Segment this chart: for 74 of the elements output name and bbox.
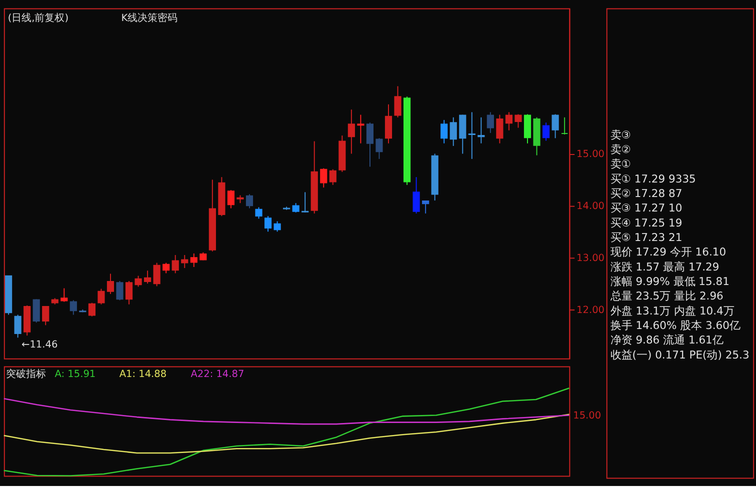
candlestick	[60, 288, 68, 302]
text: 买③ 17.27 10	[610, 202, 682, 215]
candlestick	[227, 190, 234, 209]
y-tick-label: 13.00	[576, 253, 605, 264]
candlestick	[302, 192, 309, 213]
candlestick	[292, 202, 300, 213]
candlestick	[468, 112, 476, 160]
y-tick-label: 12.00	[576, 304, 605, 316]
candlestick	[376, 138, 383, 160]
candlestick	[366, 122, 374, 168]
text: 卖③	[610, 128, 631, 142]
candlestick	[116, 280, 124, 301]
candlestick	[125, 280, 133, 305]
text: A1: 14.88	[119, 368, 167, 380]
text: 买⑤ 17.23 21	[610, 231, 682, 244]
candlestick	[357, 114, 364, 144]
candlestick	[134, 275, 142, 288]
candlestick	[505, 112, 513, 131]
chart-title: (日线,前复权)	[8, 12, 69, 24]
candlestick	[384, 104, 392, 144]
legend-title: 突破指标	[6, 368, 46, 380]
candlestick	[440, 119, 448, 144]
candlestick	[162, 262, 170, 274]
candlestick	[412, 176, 420, 214]
candlestick	[478, 116, 485, 144]
text: 净资 9.86 流通 1.61亿	[610, 334, 724, 347]
candlestick	[144, 270, 152, 284]
candlestick	[552, 114, 559, 139]
text: 换手 14.60% 股本 3.60亿	[610, 319, 740, 332]
candlestick	[274, 220, 281, 232]
candlestick	[190, 252, 198, 268]
candlestick	[496, 114, 504, 144]
candlestick	[329, 168, 336, 186]
text: 买② 17.28 87	[610, 187, 682, 200]
text: A22: 14.87	[190, 368, 244, 380]
candlestick	[524, 114, 532, 144]
text: 总量 23.5万 量比 2.96	[609, 290, 724, 303]
candlestick	[348, 109, 355, 154]
candlestick	[246, 194, 254, 209]
candlestick	[32, 298, 40, 324]
candlestick	[181, 254, 188, 269]
candlestick	[88, 302, 96, 317]
text: 收益(一) 0.171 PE(动) 25.3	[610, 348, 750, 362]
candlestick	[320, 168, 328, 188]
text: 外盘 13.1万 内盘 10.4万	[610, 304, 734, 318]
candlestick	[106, 273, 114, 294]
candlestick	[70, 300, 77, 316]
text: 卖①	[610, 158, 631, 171]
text: 现价 17.29 今开 16.10	[610, 246, 726, 259]
candlestick	[561, 116, 568, 135]
text: 卖②	[610, 143, 631, 156]
candlestick	[542, 122, 550, 142]
candlestick	[153, 262, 160, 287]
candlestick	[264, 216, 272, 232]
text: 买① 17.29 9335	[610, 172, 696, 186]
candlestick	[255, 206, 262, 220]
candlestick	[14, 314, 22, 338]
text: 买④ 17.25 19	[610, 216, 682, 230]
text: A: 15.91	[54, 368, 96, 380]
annotation: ←11.46	[22, 339, 58, 350]
candlestick	[172, 254, 179, 274]
candlestick	[514, 114, 522, 128]
candlestick	[486, 112, 494, 134]
candlestick	[422, 200, 430, 214]
annotation: K线决策密码	[121, 12, 178, 24]
text: 涨跌 1.57 最高 17.29	[610, 260, 720, 274]
candlestick	[42, 306, 50, 326]
y-tick-label: 14.00	[576, 201, 605, 212]
text: 涨幅 9.99% 最低 15.81	[610, 275, 730, 288]
candlestick	[459, 114, 466, 154]
candlestick	[450, 116, 457, 146]
candlestick	[394, 86, 402, 118]
y-tick-label: 15.00	[576, 149, 605, 160]
candlestick	[98, 288, 105, 305]
